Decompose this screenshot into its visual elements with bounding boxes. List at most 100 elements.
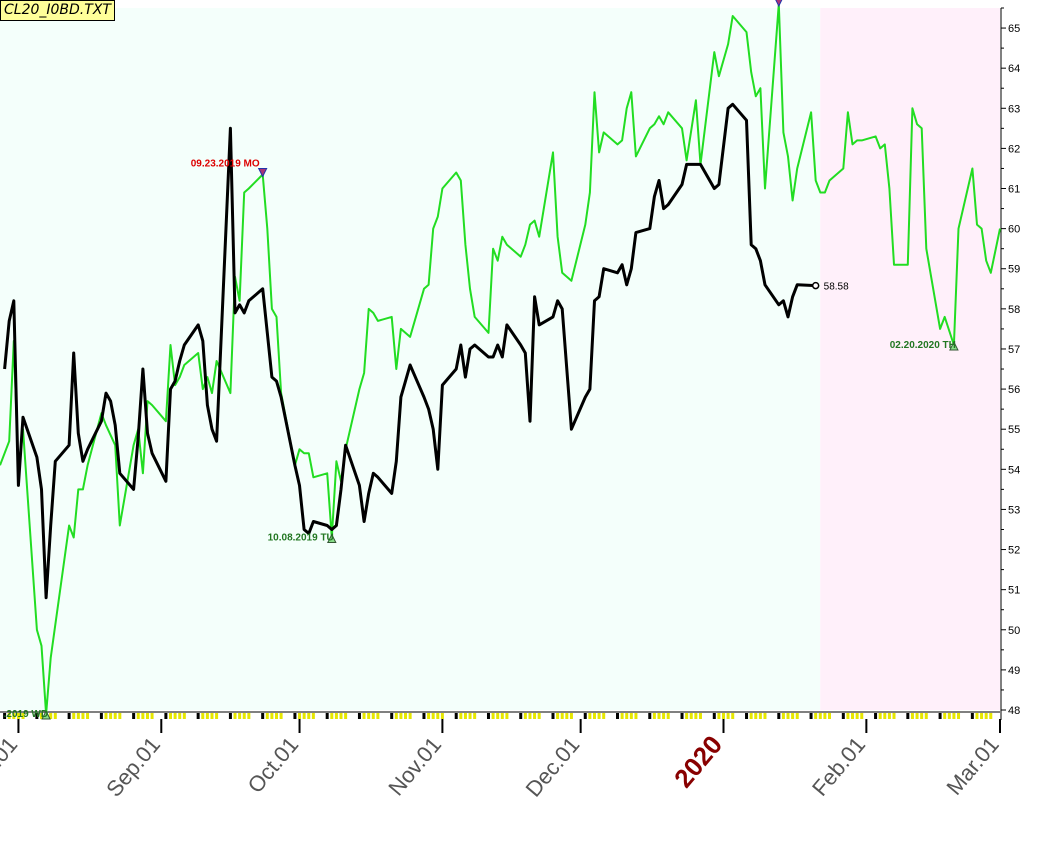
day-tick	[505, 713, 509, 719]
high-annotation-label: 09.23.2019 MO	[191, 158, 260, 169]
day-tick	[523, 713, 527, 719]
day-tick	[39, 713, 43, 719]
day-tick	[657, 713, 661, 719]
history-background	[0, 8, 821, 710]
x-axis: Aug.01 Sep.01 Oct.01 Nov.01 Dec.01 2020 Feb.01…	[0, 719, 1004, 802]
day-tick	[874, 713, 878, 719]
day-tick	[311, 713, 315, 719]
day-tick	[975, 713, 979, 719]
day-tick	[145, 713, 149, 719]
day-tick	[634, 713, 638, 719]
day-tick	[164, 713, 168, 719]
day-tick	[685, 713, 689, 719]
day-tick	[588, 713, 592, 719]
day-tick	[722, 713, 726, 719]
day-tick	[694, 713, 698, 719]
day-tick	[602, 713, 606, 719]
day-tick	[989, 713, 993, 719]
low-annotation-label: 10.08.2019 TU	[268, 533, 334, 544]
day-tick	[53, 713, 57, 719]
day-tick	[486, 713, 490, 719]
day-tick	[519, 713, 523, 719]
day-tick	[947, 713, 951, 719]
day-tick	[726, 713, 730, 719]
x-tick-label: Oct.01	[243, 732, 304, 798]
day-tick	[791, 713, 795, 719]
day-tick	[132, 713, 136, 719]
day-tick	[924, 713, 928, 719]
day-tick	[99, 713, 103, 719]
day-tick	[717, 713, 721, 719]
day-tick	[228, 713, 232, 719]
day-tick	[957, 713, 961, 719]
day-tick	[362, 713, 366, 719]
low-marker	[949, 340, 959, 351]
day-tick	[906, 713, 910, 719]
day-tick	[887, 713, 891, 719]
y-tick-label: 55	[1008, 424, 1020, 436]
day-tick	[394, 713, 398, 719]
day-tick	[662, 713, 666, 719]
day-tick	[698, 713, 702, 719]
day-tick	[892, 713, 896, 719]
day-tick	[72, 713, 76, 719]
x-tick-label: Feb.01	[807, 732, 870, 801]
day-tick	[109, 713, 113, 719]
day-tick	[556, 713, 560, 719]
day-tick	[745, 713, 749, 719]
day-tick	[781, 713, 785, 719]
day-tick	[855, 713, 859, 719]
day-tick	[491, 713, 495, 719]
day-tick	[560, 713, 564, 719]
annotations: 58.58 .2019 WD 09.23.2019 MO 10.08.2019 TU 0…	[4, 0, 959, 720]
y-tick-label: 52	[1008, 545, 1020, 557]
y-tick-label: 58	[1008, 304, 1020, 316]
day-tick	[648, 713, 652, 719]
day-tick	[878, 713, 882, 719]
day-tick	[860, 713, 864, 719]
day-tick	[261, 713, 265, 719]
day-tick	[763, 713, 767, 719]
day-tick	[325, 713, 329, 719]
day-tick	[270, 713, 274, 719]
day-tick	[422, 713, 426, 719]
day-tick	[754, 713, 758, 719]
day-tick	[731, 713, 735, 719]
y-tick-label: 50	[1008, 625, 1020, 637]
day-tick	[367, 713, 371, 719]
day-tick	[809, 713, 813, 719]
day-tick	[883, 713, 887, 719]
day-tick	[293, 713, 297, 719]
day-tick	[823, 713, 827, 719]
actual-series	[3, 102, 816, 600]
y-tick-label: 49	[1008, 665, 1020, 677]
y-tick-label: 63	[1008, 103, 1020, 115]
y-tick-label: 56	[1008, 384, 1020, 396]
day-tick	[436, 713, 440, 719]
day-tick	[454, 713, 458, 719]
y-tick-label: 48	[1008, 705, 1020, 717]
day-tick	[265, 713, 269, 719]
day-tick	[196, 713, 200, 719]
day-tick	[399, 713, 403, 719]
day-tick	[7, 713, 11, 719]
y-tick-label: 53	[1008, 504, 1020, 516]
day-tick	[330, 713, 334, 719]
day-tick	[583, 713, 587, 719]
day-tick	[938, 713, 942, 719]
low-marker	[41, 709, 51, 720]
day-tick	[818, 713, 822, 719]
day-tick	[468, 713, 472, 719]
day-tick	[247, 713, 251, 719]
day-tick	[592, 713, 596, 719]
day-tick	[21, 713, 25, 719]
day-tick	[307, 713, 311, 719]
high-marker	[257, 167, 268, 178]
day-tick	[238, 713, 242, 719]
day-tick	[851, 713, 855, 719]
day-tick	[404, 713, 408, 719]
day-tick	[952, 713, 956, 719]
day-tick	[620, 713, 624, 719]
day-tick	[334, 713, 338, 719]
day-tick	[569, 713, 573, 719]
